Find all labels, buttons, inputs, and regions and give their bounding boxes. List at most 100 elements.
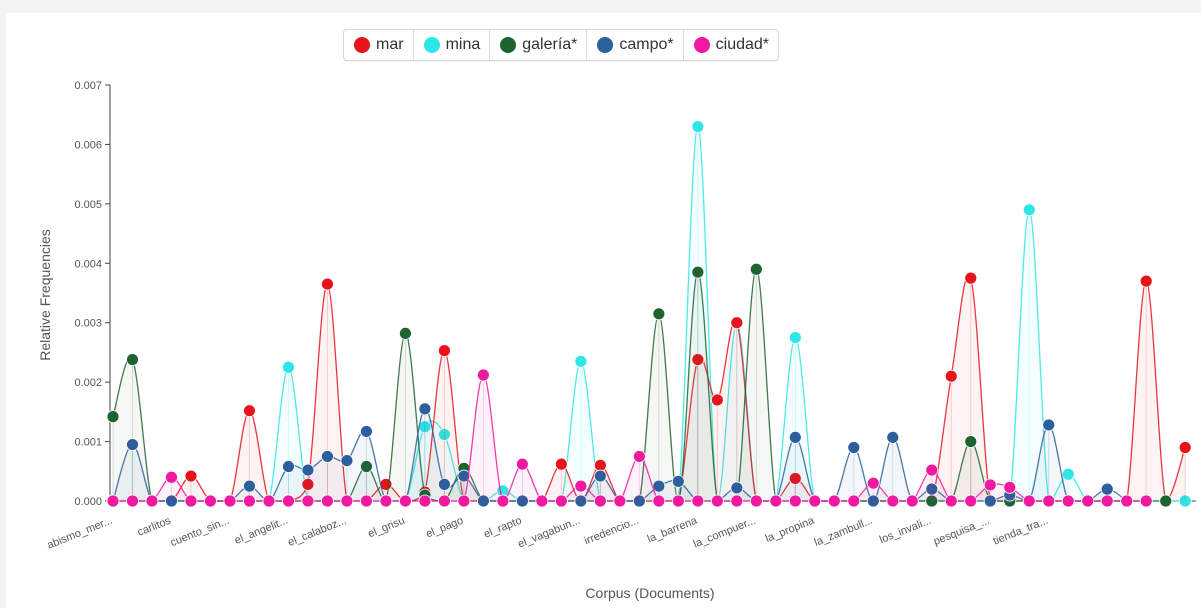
data-point[interactable] [340, 454, 354, 467]
legend-item-ciudad[interactable]: ciudad* [684, 30, 778, 60]
legend-item-campo[interactable]: campo* [587, 30, 684, 60]
data-point[interactable] [574, 354, 588, 368]
data-point[interactable] [710, 393, 724, 407]
data-point[interactable] [866, 494, 880, 508]
data-point[interactable] [1139, 494, 1153, 508]
data-point[interactable] [652, 307, 666, 321]
legend-item-mina[interactable]: mina [414, 30, 491, 60]
data-point[interactable] [925, 463, 939, 477]
data-point[interactable] [476, 494, 490, 508]
data-point[interactable] [106, 494, 120, 508]
data-point[interactable] [847, 494, 861, 508]
data-point[interactable] [379, 494, 393, 508]
data-point[interactable] [438, 477, 451, 491]
data-point[interactable] [1178, 494, 1192, 508]
data-point[interactable] [632, 494, 646, 508]
data-point[interactable] [321, 494, 334, 508]
data-point[interactable] [691, 353, 705, 366]
data-point[interactable] [554, 457, 568, 471]
data-point[interactable] [964, 435, 978, 448]
data-point[interactable] [282, 494, 295, 508]
data-point[interactable] [1100, 494, 1114, 508]
data-point[interactable] [652, 479, 666, 493]
data-point[interactable] [360, 494, 373, 508]
data-point[interactable] [1100, 482, 1114, 496]
data-point[interactable] [301, 477, 315, 491]
data-point[interactable] [847, 441, 861, 454]
data-point[interactable] [1022, 203, 1036, 217]
data-point[interactable] [788, 331, 802, 344]
data-point[interactable] [866, 476, 880, 490]
data-point[interactable] [730, 494, 744, 508]
data-point[interactable] [827, 494, 841, 508]
data-point[interactable] [1081, 494, 1095, 508]
data-point[interactable] [418, 494, 432, 508]
data-point[interactable] [515, 494, 529, 508]
data-point[interactable] [632, 450, 646, 463]
data-point[interactable] [944, 369, 958, 383]
data-point[interactable] [730, 316, 744, 330]
data-point[interactable] [438, 428, 451, 441]
data-point[interactable] [769, 494, 783, 508]
data-point[interactable] [1120, 494, 1134, 508]
data-point[interactable] [1159, 494, 1173, 508]
data-point[interactable] [613, 494, 627, 508]
data-point[interactable] [1178, 441, 1192, 454]
data-point[interactable] [321, 277, 334, 291]
data-point[interactable] [418, 402, 432, 416]
data-point[interactable] [515, 457, 529, 471]
data-point[interactable] [301, 463, 315, 477]
data-point[interactable] [126, 438, 139, 451]
data-point[interactable] [574, 494, 588, 508]
data-point[interactable] [749, 262, 763, 276]
data-point[interactable] [165, 494, 178, 508]
data-point[interactable] [964, 271, 978, 285]
data-point[interactable] [282, 360, 295, 374]
data-point[interactable] [243, 479, 256, 493]
data-point[interactable] [808, 494, 822, 508]
legend-item-mar[interactable]: mar [344, 30, 414, 60]
data-point[interactable] [457, 469, 471, 483]
data-point[interactable] [983, 494, 997, 508]
data-point[interactable] [476, 368, 490, 382]
data-point[interactable] [223, 494, 237, 508]
data-point[interactable] [340, 494, 354, 508]
data-point[interactable] [1003, 480, 1017, 494]
data-point[interactable] [671, 474, 685, 488]
data-point[interactable] [106, 410, 120, 424]
data-point[interactable] [788, 431, 802, 444]
data-point[interactable] [1022, 494, 1036, 508]
data-point[interactable] [399, 327, 412, 340]
data-point[interactable] [243, 404, 256, 418]
data-point[interactable] [730, 481, 744, 495]
data-point[interactable] [282, 460, 295, 473]
data-point[interactable] [593, 469, 607, 483]
data-point[interactable] [457, 494, 471, 508]
data-point[interactable] [360, 460, 373, 473]
data-point[interactable] [1042, 494, 1056, 508]
data-point[interactable] [126, 353, 139, 366]
data-point[interactable] [399, 494, 412, 508]
data-point[interactable] [593, 458, 607, 472]
data-point[interactable] [691, 265, 705, 279]
data-point[interactable] [671, 494, 685, 508]
data-point[interactable] [652, 494, 666, 508]
data-point[interactable] [145, 494, 159, 508]
data-point[interactable] [165, 470, 178, 484]
data-point[interactable] [554, 494, 568, 508]
data-point[interactable] [438, 494, 451, 508]
data-point[interactable] [886, 431, 900, 444]
legend-item-galería[interactable]: galería* [490, 30, 588, 60]
data-point[interactable] [574, 479, 588, 493]
data-point[interactable] [905, 494, 919, 508]
data-point[interactable] [593, 494, 607, 508]
data-point[interactable] [321, 450, 334, 463]
data-point[interactable] [243, 494, 256, 508]
data-point[interactable] [262, 494, 276, 508]
data-point[interactable] [438, 344, 451, 358]
data-point[interactable] [1061, 467, 1075, 481]
data-point[interactable] [886, 494, 900, 508]
data-point[interactable] [535, 494, 549, 508]
data-point[interactable] [983, 478, 997, 492]
data-point[interactable] [1042, 418, 1056, 432]
